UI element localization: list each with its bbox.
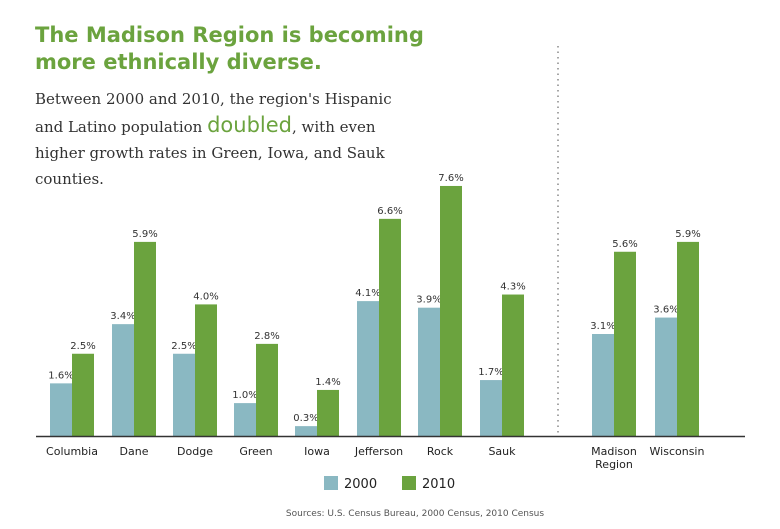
title-line-2: more ethnically diverse. [35, 50, 322, 74]
category-label-green: Green [239, 445, 272, 458]
data-label-wisconsin-2010: 5.9% [675, 229, 700, 240]
data-label-madison-region-2010: 5.6% [612, 239, 637, 250]
bar-dane-2000 [112, 324, 134, 436]
legend-label-2000: 2000 [344, 477, 377, 492]
bar-dodge-2010 [195, 304, 217, 436]
data-label-green-2010: 2.8% [254, 331, 279, 342]
bar-rock-2000 [418, 307, 440, 436]
subtitle-before: Between 2000 and 2010, the region's Hisp… [35, 90, 392, 136]
category-label-madison-region-0: Madison [591, 445, 637, 458]
data-label-wisconsin-2000: 3.6% [653, 305, 678, 316]
category-label-sauk: Sauk [488, 445, 516, 458]
category-label-jefferson: Jefferson [354, 445, 403, 458]
bar-wisconsin-2000 [655, 317, 677, 436]
bar-madison-region-2000 [592, 334, 614, 436]
data-label-columbia-2000: 1.6% [48, 370, 73, 381]
data-label-sauk-2010: 4.3% [500, 282, 525, 293]
bar-sauk-2010 [502, 294, 524, 436]
bar-madison-region-2010 [614, 251, 636, 436]
subtitle-highlight: doubled [207, 113, 292, 137]
bar-green-2000 [234, 403, 256, 436]
bar-jefferson-2010 [379, 218, 401, 436]
data-label-rock-2000: 3.9% [416, 295, 441, 306]
bar-rock-2010 [440, 185, 462, 436]
bar-iowa-2010 [317, 389, 339, 436]
bar-green-2010 [256, 343, 278, 436]
category-label-dodge: Dodge [177, 445, 213, 458]
category-label-dane: Dane [120, 445, 149, 458]
category-label-rock: Rock [427, 445, 454, 458]
category-label-iowa: Iowa [304, 445, 330, 458]
category-label-wisconsin: Wisconsin [650, 445, 705, 458]
bar-sauk-2000 [480, 380, 502, 436]
data-label-rock-2010: 7.6% [438, 173, 463, 184]
bar-dodge-2000 [173, 353, 195, 436]
title-line-1: The Madison Region is becoming [35, 23, 424, 47]
bar-columbia-2000 [50, 383, 72, 436]
bar-dane-2010 [134, 241, 156, 436]
subtitle-after: , with even higher growth rates in Green… [35, 118, 385, 188]
data-label-dane-2010: 5.9% [132, 229, 157, 240]
data-label-sauk-2000: 1.7% [478, 367, 503, 378]
legend-label-2010: 2010 [422, 477, 455, 492]
category-label-columbia: Columbia [46, 445, 98, 458]
data-label-madison-region-2000: 3.1% [590, 321, 615, 332]
data-label-columbia-2010: 2.5% [70, 341, 95, 352]
source-note: Sources: U.S. Census Bureau, 2000 Census… [285, 509, 545, 519]
data-label-dane-2000: 3.4% [110, 311, 135, 322]
category-label-madison-region-1: Region [595, 458, 633, 471]
data-label-iowa-2010: 1.4% [315, 377, 340, 388]
bar-columbia-2010 [72, 353, 94, 436]
data-label-iowa-2000: 0.3% [293, 413, 318, 424]
bar-iowa-2000 [295, 426, 317, 436]
chart-title: The Madison Region is becoming more ethn… [35, 22, 435, 76]
legend-swatch-2000 [324, 476, 338, 490]
data-label-dodge-2010: 4.0% [193, 291, 218, 302]
legend-swatch-2010 [402, 476, 416, 490]
data-label-green-2000: 1.0% [232, 390, 257, 401]
chart-subtitle: Between 2000 and 2010, the region's Hisp… [35, 86, 415, 192]
bar-jefferson-2000 [357, 301, 379, 436]
data-label-jefferson-2000: 4.1% [355, 288, 380, 299]
data-label-dodge-2000: 2.5% [171, 341, 196, 352]
data-label-jefferson-2010: 6.6% [377, 206, 402, 217]
bar-wisconsin-2010 [677, 241, 699, 436]
